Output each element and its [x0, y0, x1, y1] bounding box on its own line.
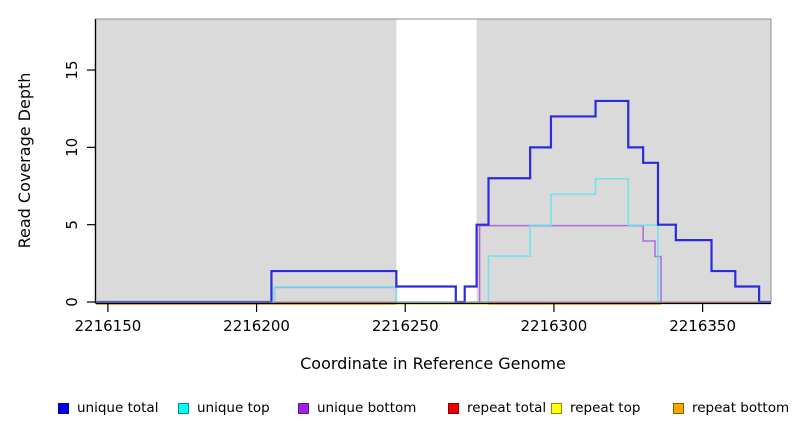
masked-region: [396, 19, 477, 302]
legend-label: repeat top: [570, 400, 641, 416]
legend: unique total unique top unique bottom repea…: [0, 398, 792, 422]
legend-item-unique-top: unique top: [178, 398, 270, 418]
y-tick-label: 5: [63, 220, 81, 230]
y-tick-label: 0: [63, 297, 81, 307]
legend-swatch-icon: [178, 402, 189, 414]
x-axis-title: Coordinate in Reference Genome: [300, 354, 566, 373]
legend-item-unique-total: unique total: [58, 398, 158, 418]
legend-item-repeat-total: repeat total: [448, 398, 546, 418]
legend-swatch-icon: [448, 402, 459, 414]
legend-swatch-icon: [673, 402, 684, 414]
y-axis: 0 5 10 15: [63, 19, 97, 307]
x-tick-label: 2216250: [372, 317, 439, 335]
x-tick-label: 2216300: [521, 317, 588, 335]
plot-svg: 2216150 2216200 2216250 2216300 2216350 0 5 10…: [15, 18, 772, 373]
legend-item-repeat-bottom: repeat bottom: [673, 398, 789, 418]
legend-label: repeat total: [467, 400, 547, 416]
series-unique-total: [96, 99, 771, 304]
legend-item-unique-bottom: unique bottom: [298, 398, 416, 418]
y-tick-label: 15: [63, 60, 81, 79]
legend-label: unique total: [77, 400, 159, 416]
legend-label: unique bottom: [317, 400, 417, 416]
series-unique-top: [96, 178, 659, 304]
x-tick-label: 2216200: [223, 317, 290, 335]
y-axis-title: Read Coverage Depth: [15, 73, 34, 249]
legend-swatch-icon: [298, 402, 309, 414]
x-tick-label: 2216150: [74, 317, 141, 335]
legend-label: unique top: [197, 400, 270, 416]
legend-label: repeat bottom: [692, 400, 790, 416]
x-axis: 2216150 2216200 2216250 2216300 2216350: [74, 302, 771, 335]
y-tick-label: 10: [63, 138, 81, 157]
legend-item-repeat-top: repeat top: [551, 398, 640, 418]
legend-swatch-icon: [58, 402, 69, 414]
legend-swatch-icon: [551, 402, 562, 414]
x-tick-label: 2216350: [669, 317, 736, 335]
